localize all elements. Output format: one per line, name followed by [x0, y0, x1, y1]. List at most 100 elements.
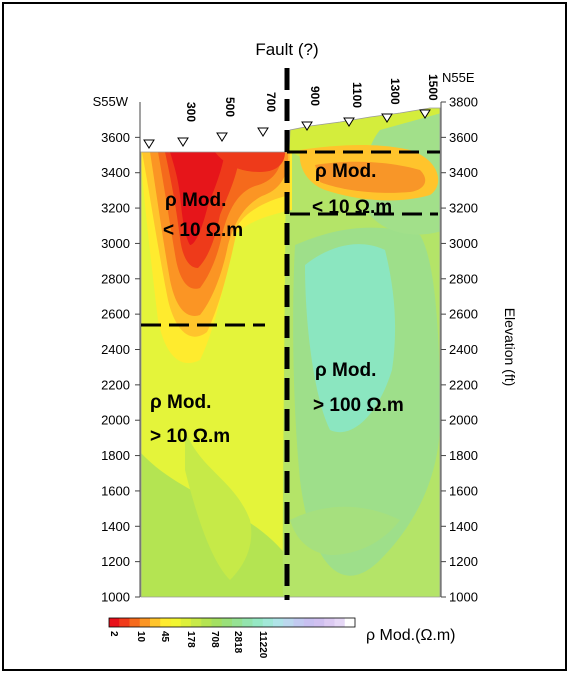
y-tick-label-right: 3600 — [449, 130, 478, 145]
colorbar-swatch — [262, 618, 274, 627]
colorbar-swatch — [119, 618, 130, 627]
colorbar-swatch — [293, 618, 305, 627]
station-marker — [216, 132, 228, 142]
y-tick-label-left: 2800 — [101, 271, 130, 286]
colorbar-swatch — [221, 618, 233, 627]
y-tick-label-left: 2400 — [101, 342, 130, 357]
y-tick-label-right: 2200 — [449, 377, 478, 392]
y-tick-label-right: 3800 — [449, 95, 478, 110]
y-tick-label-right: 2600 — [449, 307, 478, 322]
zone-label-4-line2: > 100 Ω.m — [313, 395, 404, 416]
colorbar-swatch — [283, 618, 294, 627]
station-label: 1500 — [426, 74, 440, 101]
y-tick-label-right: 1000 — [449, 590, 478, 605]
zone-label-1-line2: < 10 Ω.m — [163, 220, 243, 241]
colorbar-swatch — [201, 618, 212, 627]
colorbar-tick-label: 10 — [135, 631, 146, 643]
y-tick-label-left: 2200 — [101, 377, 130, 392]
chart-title: Fault (?) — [255, 40, 318, 59]
station-marker — [177, 137, 189, 147]
y-tick-label-left: 3200 — [101, 201, 130, 216]
colorbar-tick-label: 11220 — [257, 631, 268, 659]
y-tick-label-right: 1800 — [449, 448, 478, 463]
y-tick-label-left: 3600 — [101, 130, 130, 145]
y-tick-label-left: 1400 — [101, 519, 130, 534]
colorbar-swatch — [150, 618, 161, 627]
colorbar-tick-label: 45 — [159, 631, 170, 643]
station-marker-start — [143, 139, 155, 149]
colorbar: 2 10 45 178 708 2818 11220 — [108, 617, 356, 659]
y-tick-label-right: 2800 — [449, 271, 478, 286]
colorbar-swatch — [129, 618, 141, 627]
colorbar-tick-label: 708 — [209, 631, 220, 648]
contour-plot — [141, 108, 440, 597]
right-end-label: N55E — [442, 70, 475, 85]
contour-left-red-cap — [215, 152, 285, 172]
colorbar-label: ρ Mod.(Ω.m) — [366, 627, 456, 644]
colorbar-swatch — [303, 618, 315, 627]
colorbar-tick-label: 2818 — [232, 631, 243, 654]
colorbar-swatch — [242, 618, 253, 627]
colorbar-swatch — [191, 618, 202, 627]
y-tick-label-left: 3400 — [101, 165, 130, 180]
contour-right-low — [290, 506, 400, 555]
colorbar-swatch — [139, 618, 151, 627]
colorbar-tick-label: 2 — [108, 631, 119, 637]
colorbar-border — [108, 617, 356, 628]
y-tick-label-right: 3400 — [449, 165, 478, 180]
colorbar-swatch — [344, 618, 356, 627]
y-tick-label-left: 1600 — [101, 483, 130, 498]
station-marker — [419, 109, 431, 119]
colorbar-swatch — [109, 618, 120, 627]
colorbar-swatch — [273, 618, 284, 627]
y-tick-label-left: 2600 — [101, 307, 130, 322]
y-tick-label-right: 3000 — [449, 236, 478, 251]
colorbar-swatch — [160, 618, 171, 627]
y-tick-label-right: 1200 — [449, 554, 478, 569]
y-tick-label-left: 1200 — [101, 554, 130, 569]
contour-conductor-core — [170, 152, 225, 245]
station-marker — [257, 127, 269, 137]
station-marker — [381, 113, 393, 123]
y-tick-label-right: 1600 — [449, 483, 478, 498]
colorbar-swatch — [324, 618, 335, 627]
y-tick-label-left: 2000 — [101, 413, 130, 428]
station-label: 1100 — [350, 82, 364, 108]
contour-resistive-core — [305, 244, 396, 433]
colorbar-tick-label: 178 — [185, 631, 196, 648]
colorbar-swatch — [170, 618, 182, 627]
station-label: 900 — [308, 86, 322, 106]
station-label: 700 — [264, 92, 278, 112]
station-markers: 300 500 700 900 1100 1300 1500 — [143, 74, 440, 149]
zone-label-1-line1: ρ Mod. — [165, 190, 226, 211]
axes: 1000 1000 1200 1200 1400 1400 1600 1600 1800 1800… — [101, 95, 478, 605]
station-label: 500 — [223, 97, 237, 117]
colorbar-swatch — [334, 618, 346, 627]
y-tick-label-right: 2000 — [449, 413, 478, 428]
y-axis-label: Elevation (ft) — [502, 308, 518, 387]
colorbar-swatch — [180, 618, 192, 627]
station-marker — [343, 117, 355, 127]
zone-label-2-line2: < 10 Ω.m — [312, 197, 392, 218]
zone-label-4-line1: ρ Mod. — [315, 360, 376, 381]
y-tick-label-right: 1400 — [449, 519, 478, 534]
left-end-label: S55W — [93, 94, 129, 109]
colorbar-swatch — [211, 618, 223, 627]
contour-right-shallow-orange — [315, 161, 426, 193]
colorbar-swatch — [232, 618, 243, 627]
y-tick-label-right: 3200 — [449, 201, 478, 216]
contour-lower-left-patch — [185, 430, 252, 580]
colorbar-swatch — [252, 618, 264, 627]
zone-label-3-line1: ρ Mod. — [150, 392, 211, 413]
y-tick-label-right: 2400 — [449, 342, 478, 357]
y-tick-label-left: 1800 — [101, 448, 130, 463]
y-tick-label-left: 1000 — [101, 590, 130, 605]
station-marker — [301, 121, 313, 131]
zone-label-2-line1: ρ Mod. — [315, 161, 376, 182]
zone-label-3-line2: > 10 Ω.m — [150, 426, 230, 447]
colorbar-swatch — [314, 618, 325, 627]
station-label: 1300 — [388, 78, 402, 105]
station-label: 300 — [184, 102, 198, 122]
